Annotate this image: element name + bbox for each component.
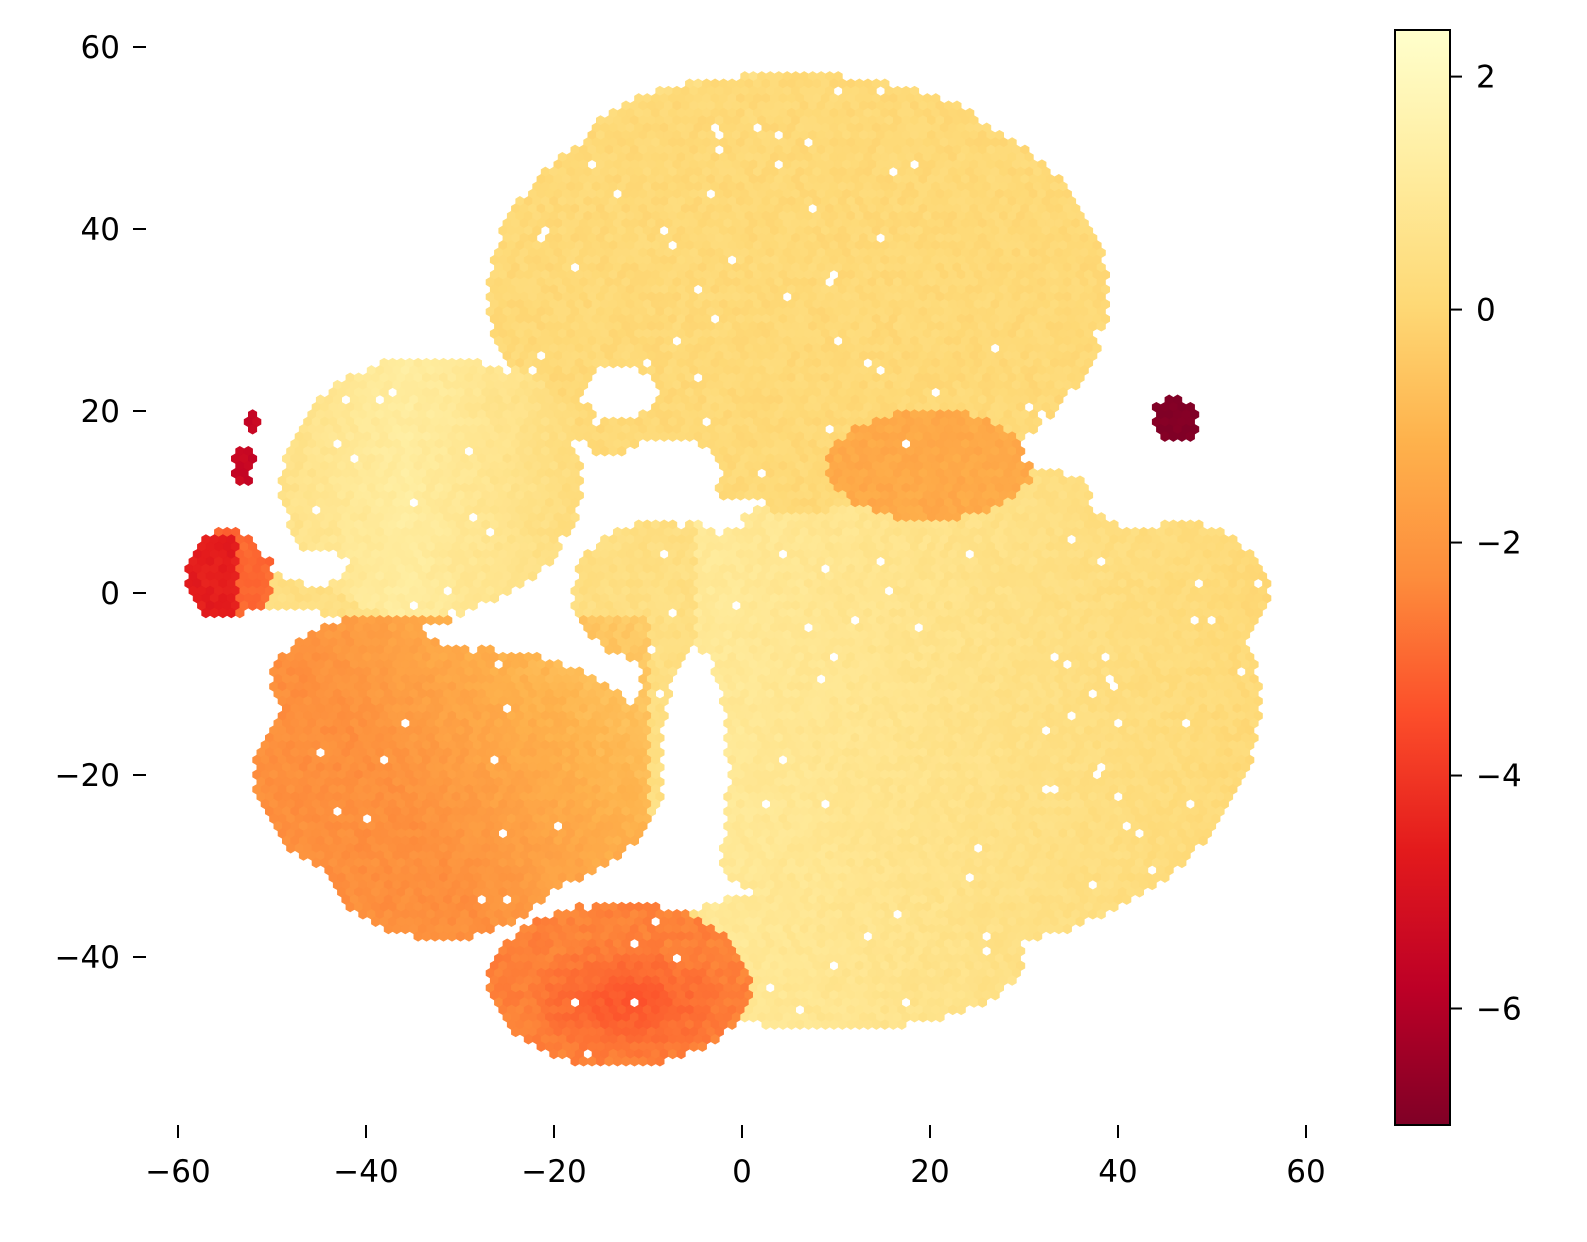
hex-cell: [676, 431, 686, 442]
hex-cell: [545, 556, 555, 567]
hex-cell: [1177, 431, 1187, 442]
hex-cell: [608, 446, 618, 457]
hex-cell: [600, 357, 610, 369]
hex-cell: [697, 438, 707, 450]
hex-cell: [515, 578, 525, 589]
hex-cell: [651, 431, 661, 442]
hex-cell: [744, 490, 754, 501]
hex-cell: [1071, 379, 1081, 391]
hex-cell: [735, 490, 746, 501]
hex-cell: [315, 541, 326, 553]
hex-cell: [591, 446, 601, 457]
hex-cell: [1096, 321, 1106, 332]
hex-cell: [1045, 409, 1055, 420]
hex-cell: [243, 475, 253, 486]
hex-cell: [617, 446, 627, 457]
hex-cell: [324, 541, 334, 553]
hex-cell: [1168, 431, 1178, 442]
hex-cell: [561, 526, 572, 538]
hex-cell: [235, 475, 245, 486]
hex-cell: [625, 357, 635, 369]
hex-cell: [718, 490, 729, 501]
hex-cell: [1160, 431, 1170, 442]
hex-cell: [574, 431, 584, 442]
hex-cell: [668, 431, 678, 442]
hex-cell: [298, 541, 309, 553]
hexbin-cells: [184, 71, 1272, 1067]
hex-cell: [752, 490, 763, 501]
hex-cell: [600, 446, 610, 457]
hex-cell: [617, 357, 627, 369]
hex-cell: [608, 357, 618, 369]
hex-cell: [248, 423, 258, 435]
hex-cell: [727, 490, 737, 501]
hex-cell: [638, 365, 648, 376]
hex-cell: [1028, 423, 1038, 435]
hex-cell: [629, 438, 640, 450]
hex-cell: [659, 431, 669, 442]
hex-cell: [337, 548, 347, 560]
hex-cell: [642, 431, 652, 442]
hex-cell: [528, 570, 538, 582]
hex-cell: [685, 431, 695, 442]
hex-cell: [1185, 431, 1195, 442]
hex-cell: [307, 541, 317, 553]
